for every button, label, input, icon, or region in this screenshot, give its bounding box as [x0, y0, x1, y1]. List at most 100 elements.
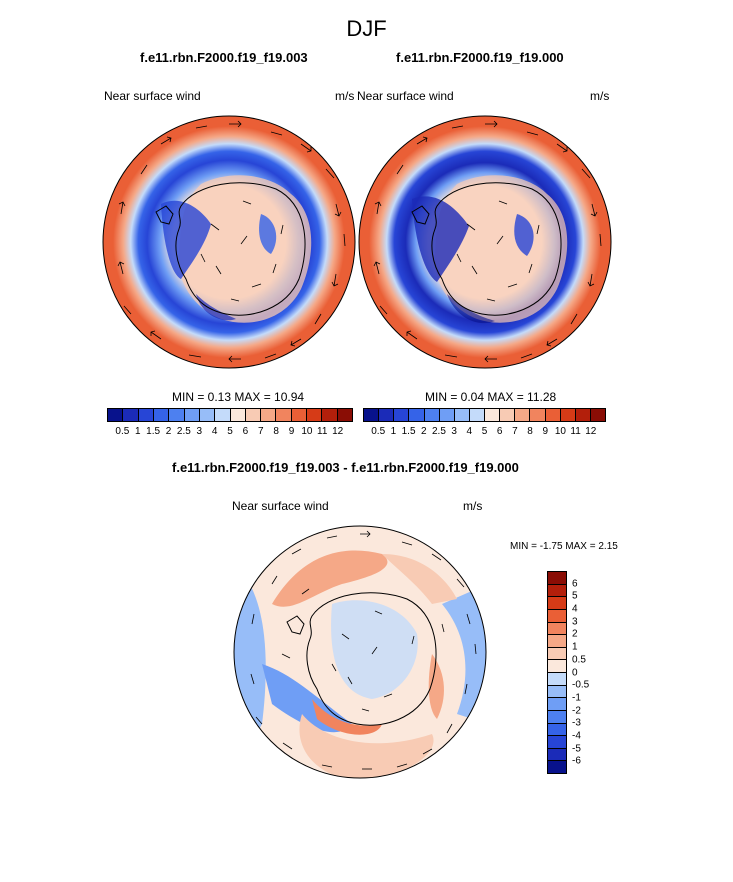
panel-3-colorbar-ticks: 6 5 4 3 2 1 0.5 0 -0.5 -1 -2 -3 -4 -5 -6	[572, 571, 612, 774]
colorbar-tick-label: -6	[572, 755, 581, 767]
colorbar-tick-label: 0.5	[115, 426, 130, 437]
colorbar-swatch	[469, 409, 485, 421]
map-panel-2	[358, 115, 612, 369]
colorbar-swatch	[548, 660, 566, 673]
colorbar-tick-label: 2	[420, 426, 427, 437]
colorbar-tick-label: 0.5	[371, 426, 386, 437]
map-panel-1	[102, 115, 356, 369]
colorbar-tick-label: 5	[227, 426, 233, 437]
colorbar-tick-label: 2	[572, 628, 578, 640]
panel-3-title: f.e11.rbn.F2000.f19_f19.003 - f.e11.rbn.…	[172, 460, 519, 475]
colorbar-tick-label: 3	[451, 426, 457, 437]
panel-1-title: f.e11.rbn.F2000.f19_f19.003	[140, 50, 308, 65]
colorbar-tick-label: 6	[496, 426, 503, 437]
colorbar-tick-label: 0	[572, 667, 578, 678]
colorbar-swatch	[485, 409, 501, 421]
colorbar-tick-label: 6	[242, 426, 249, 437]
colorbar-swatch	[322, 409, 338, 421]
panel-1-units: m/s	[335, 89, 355, 103]
colorbar-swatch	[548, 572, 566, 585]
colorbar-swatch	[379, 409, 395, 421]
colorbar-swatch	[548, 748, 566, 762]
colorbar-tick-label: 4	[211, 426, 218, 437]
colorbar-swatch	[575, 409, 591, 421]
colorbar-tick-label: 1.5	[146, 426, 161, 437]
panel-2-minmax: MIN = 0.04 MAX = 11.28	[425, 390, 557, 404]
colorbar-swatch	[545, 409, 561, 421]
panel-2-colorbar	[363, 408, 606, 422]
colorbar-tick-label: 8	[527, 426, 533, 437]
colorbar-swatch	[138, 409, 154, 421]
colorbar-tick-label: 3	[196, 426, 203, 437]
colorbar-tick-label: 11	[570, 426, 581, 437]
colorbar-tick-label: 5	[572, 590, 578, 602]
colorbar-tick-label: 1	[390, 426, 397, 437]
colorbar-tick-label: 6	[572, 578, 578, 590]
colorbar-swatch	[394, 409, 410, 421]
panel-3-minmax: MIN = -1.75 MAX = 2.15	[510, 541, 618, 552]
colorbar-swatch	[276, 409, 292, 421]
colorbar-swatch	[548, 597, 566, 610]
colorbar-tick-label: -1	[572, 692, 581, 704]
colorbar-tick-label: 2.5	[176, 426, 191, 437]
colorbar-tick-label: 9	[288, 426, 295, 437]
colorbar-tick-label: 2	[165, 426, 172, 437]
colorbar-swatch	[548, 736, 566, 749]
colorbar-swatch	[169, 409, 185, 421]
colorbar-swatch	[409, 409, 425, 421]
colorbar-swatch	[560, 409, 576, 421]
colorbar-tick-label: 12	[585, 426, 597, 437]
colorbar-tick-label: 1	[572, 641, 578, 653]
colorbar-swatch	[199, 409, 216, 421]
colorbar-tick-label: 4	[466, 426, 473, 437]
panel-3-variable: Near surface wind	[232, 499, 329, 513]
colorbar-tick-label: -0.5	[572, 679, 590, 691]
map-panel-3	[233, 525, 487, 779]
colorbar-swatch	[548, 685, 566, 699]
colorbar-swatch	[548, 584, 566, 598]
colorbar-swatch	[548, 647, 566, 661]
colorbar-tick-label: 8	[273, 426, 279, 437]
colorbar-swatch	[548, 723, 566, 737]
colorbar-swatch	[454, 409, 470, 421]
colorbar-swatch	[500, 409, 516, 421]
colorbar-tick-label: 1.5	[401, 426, 416, 437]
colorbar-swatch	[261, 409, 277, 421]
colorbar-swatch	[291, 409, 308, 421]
panel-1-colorbar-ticks: 0.5 1 1.5 2 2.5 3 4 5 6 7 8 9 10 11 12	[107, 426, 353, 440]
colorbar-tick-label: -4	[572, 730, 581, 742]
colorbar-swatch	[123, 409, 139, 421]
colorbar-tick-label: 7	[257, 426, 264, 437]
colorbar-tick-label: 4	[572, 603, 578, 615]
panel-3-units: m/s	[463, 499, 483, 513]
panel-2-variable: Near surface wind	[357, 89, 454, 103]
panel-1-colorbar	[107, 408, 353, 422]
colorbar-tick-label: 5	[481, 426, 488, 437]
colorbar-swatch	[548, 710, 566, 724]
colorbar-swatch	[424, 409, 440, 421]
colorbar-swatch	[590, 409, 605, 421]
panel-2-title: f.e11.rbn.F2000.f19_f19.000	[396, 50, 564, 65]
colorbar-tick-label: 2.5	[431, 426, 446, 437]
colorbar-swatch	[364, 409, 380, 421]
panel-2-colorbar-ticks: 0.5 1 1.5 2 2.5 3 4 5 6 7 8 9 10 11 12	[363, 426, 606, 440]
colorbar-swatch	[108, 409, 124, 421]
colorbar-swatch	[245, 409, 262, 421]
colorbar-tick-label: 10	[554, 426, 566, 437]
colorbar-swatch	[530, 409, 546, 421]
colorbar-tick-label: 3	[572, 616, 578, 628]
colorbar-tick-label: -3	[572, 717, 581, 729]
colorbar-swatch	[184, 409, 200, 421]
colorbar-swatch	[337, 409, 352, 421]
colorbar-tick-label: 11	[317, 426, 328, 437]
colorbar-swatch	[153, 409, 170, 421]
colorbar-swatch	[548, 635, 566, 648]
panel-1-minmax: MIN = 0.13 MAX = 10.94	[172, 390, 305, 404]
panel-2-units: m/s	[590, 89, 610, 103]
colorbar-tick-label: 1	[134, 426, 141, 437]
panel-1-variable: Near surface wind	[104, 89, 201, 103]
colorbar-swatch	[548, 761, 566, 773]
colorbar-swatch	[548, 673, 566, 686]
colorbar-swatch	[548, 609, 566, 623]
colorbar-swatch	[215, 409, 231, 421]
